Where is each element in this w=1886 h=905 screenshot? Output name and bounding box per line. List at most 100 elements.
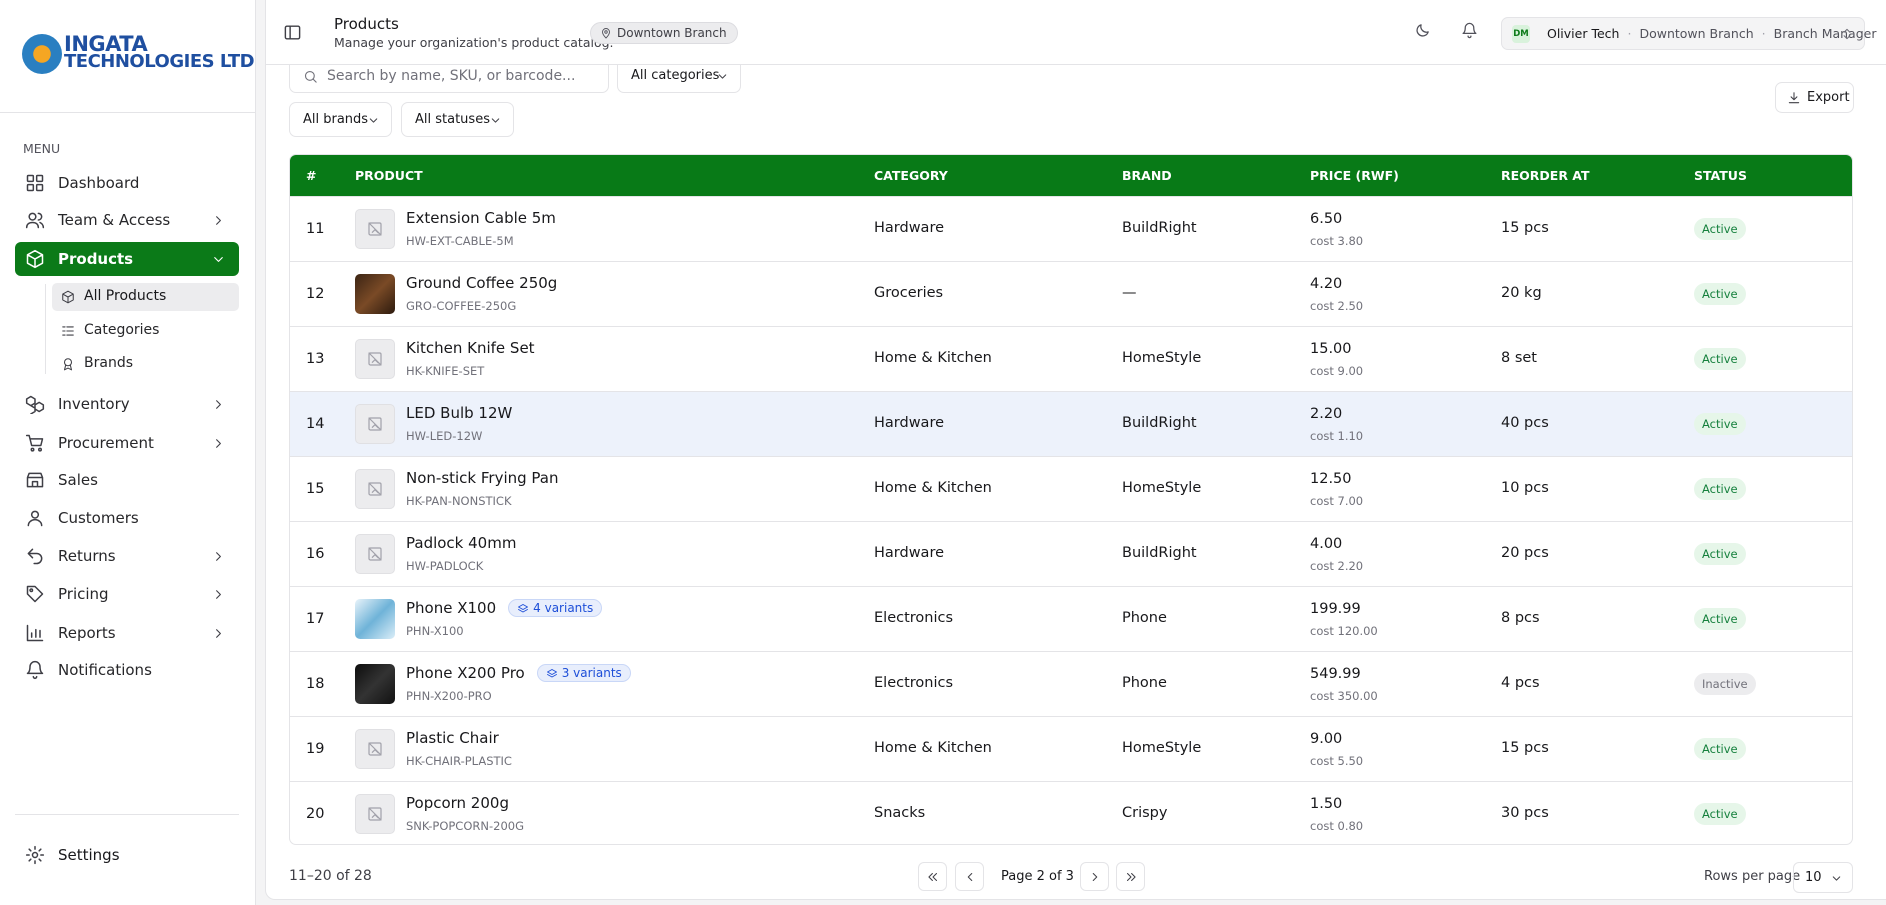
no-image-icon [368, 222, 382, 236]
status-badge: Active [1694, 608, 1746, 630]
nav-icon [25, 212, 45, 229]
no-image-icon-part [368, 417, 382, 431]
nav-item[interactable]: Customers [15, 501, 239, 535]
product-name-line: Kitchen Knife Set [406, 339, 535, 357]
nav-item[interactable]: Procurement [15, 426, 239, 460]
table-row[interactable]: 19 Plastic Chair HK-CHAIR-PLASTIC Home & Ki… [290, 716, 1852, 781]
brand: BuildRight [1122, 545, 1197, 561]
reorder-level: 4 pcs [1501, 675, 1540, 691]
separator: · [1761, 26, 1766, 41]
pin-icon-part [602, 28, 610, 39]
table-row[interactable]: 14 LED Bulb 12W HW-LED-12W Hardware BuildRig… [290, 391, 1852, 456]
search-icon-part [304, 70, 315, 81]
notifications-button[interactable] [1461, 22, 1481, 42]
next-page-button-icon [1092, 872, 1098, 882]
table-row[interactable]: 15 Non-stick Frying Pan HK-PAN-NONSTICK Hom… [290, 456, 1852, 521]
search-icon [304, 70, 317, 83]
category: Home & Kitchen [874, 740, 992, 756]
moon-icon-part [1416, 24, 1429, 37]
table-row[interactable]: 11 Extension Cable 5m HW-EXT-CABLE-5M Hardw… [290, 196, 1852, 261]
table-row[interactable]: 18 Phone X200 Pro 3 variants PHN-X200-PRO El… [290, 651, 1852, 716]
brand: BuildRight [1122, 415, 1197, 431]
status-badge: Active [1694, 283, 1746, 305]
next-page-button[interactable] [1080, 862, 1109, 891]
nav-icon-part [26, 624, 44, 642]
bell-icon [1462, 22, 1477, 39]
nav-icon [26, 174, 44, 192]
row-number: 15 [306, 481, 325, 497]
sidebar-toggle [284, 25, 301, 40]
product-name: Phone X200 Pro [406, 664, 525, 682]
last-page-button[interactable] [1116, 862, 1145, 891]
cost: cost 0.80 [1310, 819, 1364, 833]
product-image [355, 599, 395, 639]
product-name: Ground Coffee 250g [406, 274, 558, 292]
export-button[interactable]: Export [1775, 82, 1854, 113]
subnav-icon [62, 290, 74, 304]
rows-per-page-select[interactable]: 10 [1793, 862, 1853, 893]
table-row[interactable]: 17 Phone X100 4 variants PHN-X100 Electronic… [290, 586, 1852, 651]
row-number: 12 [306, 286, 325, 302]
category: Home & Kitchen [874, 350, 992, 366]
no-image-icon-part [368, 352, 382, 366]
product-sku: HW-LED-12W [406, 429, 483, 443]
user-menu[interactable]: DM Olivier Tech · Downtown Branch · Branch Ma… [1501, 17, 1876, 50]
nav-item[interactable]: Settings [15, 838, 239, 872]
search-icon-part [312, 78, 317, 83]
pin-icon [602, 28, 610, 39]
nav-item[interactable]: Team & Access [15, 203, 239, 237]
nav-icon-part [26, 183, 35, 192]
nav-item[interactable]: Dashboard [15, 166, 239, 200]
reorder-level: 30 pcs [1501, 805, 1549, 821]
separator: · [1627, 26, 1632, 41]
product-name-line: Ground Coffee 250g [406, 274, 557, 292]
no-image-icon-part [368, 482, 382, 496]
nav-item[interactable]: Pricing [15, 577, 239, 611]
price: 549.99 [1310, 666, 1361, 682]
nav-item[interactable]: Inventory [15, 387, 239, 421]
nav-icon [25, 395, 45, 414]
download-icon [1788, 92, 1800, 104]
products-table: # PRODUCT CATEGORY BRAND PRICE (RWF) REORDER … [289, 154, 1853, 845]
first-page-button[interactable] [918, 862, 947, 891]
no-image-icon-part [368, 482, 382, 496]
product-name: LED Bulb 12W [406, 404, 513, 422]
prev-page-button[interactable] [955, 862, 984, 891]
subnav-item[interactable]: All Products [52, 283, 239, 311]
next-page-button-icon-part [1092, 872, 1098, 882]
subnav-item[interactable]: Categories [52, 317, 239, 345]
brand: HomeStyle [1122, 350, 1202, 366]
column-header: BRAND [1122, 168, 1172, 183]
table-row[interactable]: 16 Padlock 40mm HW-PADLOCK Hardware BuildRig… [290, 521, 1852, 586]
product-name-line: Extension Cable 5m [406, 209, 556, 227]
brand-filter[interactable]: All brands [289, 102, 392, 137]
category: Hardware [874, 220, 945, 236]
nav-item[interactable]: Returns [15, 539, 239, 573]
nav-label: Team & Access [58, 211, 171, 229]
user-avatar: DM [1512, 25, 1530, 43]
nav-item[interactable]: Notifications [15, 653, 239, 687]
product-sku: HK-PAN-NONSTICK [406, 494, 512, 508]
subnav-item[interactable]: Brands [52, 350, 239, 378]
logo-text: TECHNOLOGIES LTD [64, 51, 255, 72]
product-name-line: Padlock 40mm [406, 534, 516, 552]
theme-toggle[interactable] [1414, 22, 1434, 42]
nav-icon [26, 660, 44, 680]
product-image [355, 664, 395, 704]
reorder-level: 10 pcs [1501, 480, 1549, 496]
table-row[interactable]: 12 Ground Coffee 250g GRO-COFFEE-250G Groce… [290, 261, 1852, 326]
row-number: 19 [306, 741, 325, 757]
nav-icon-part [25, 395, 45, 414]
nav-item[interactable]: Reports [15, 616, 239, 650]
table-row[interactable]: 13 Kitchen Knife Set HK-KNIFE-SET Home & Ki… [290, 326, 1852, 391]
table-row[interactable]: 20 Popcorn 200g SNK-POPCORN-200G Snacks Cris… [290, 781, 1852, 844]
bell-icon-part [1462, 22, 1477, 39]
branch-badge: Downtown Branch [590, 22, 738, 44]
status-filter[interactable]: All statuses [401, 102, 514, 137]
brand: — [1122, 285, 1137, 301]
nav-item[interactable]: Products [15, 242, 239, 276]
brand: BuildRight [1122, 220, 1197, 236]
nav-item[interactable]: Sales [15, 463, 239, 497]
first-page-button-icon-part [928, 872, 938, 882]
